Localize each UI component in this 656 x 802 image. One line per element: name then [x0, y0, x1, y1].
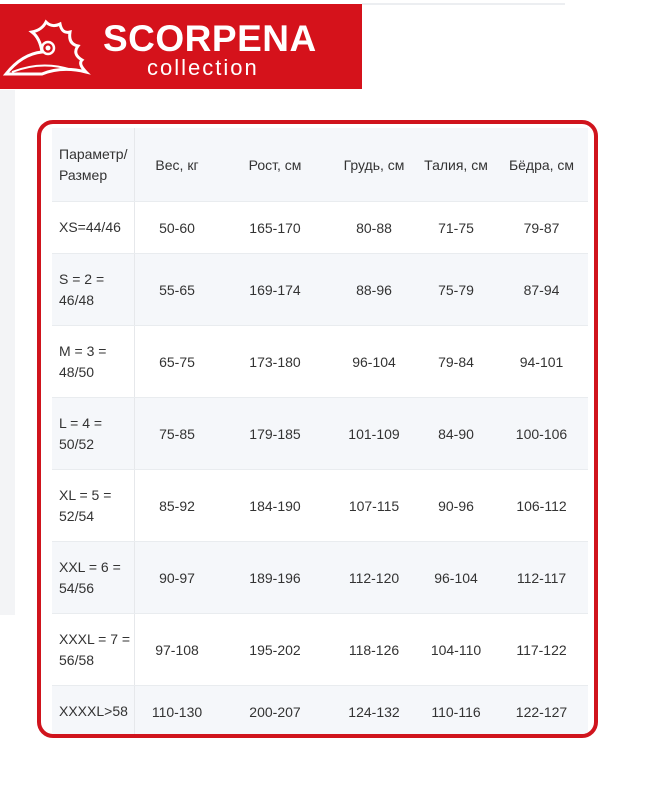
table-cell: M = 3 = 48/50: [52, 326, 135, 397]
table-cell: 101-109: [348, 425, 400, 442]
table-row: S = 2 = 46/48 55-65 169-174 88-96 75-79 87-94: [52, 254, 588, 326]
table-cell: XXXXL>58: [52, 686, 135, 734]
table-row: XXXL = 7 = 56/58 97-108 195-202 118-126 104-…: [52, 614, 588, 686]
table-cell: 87-94: [523, 281, 560, 298]
table-cell: 85-92: [159, 497, 195, 514]
table-cell: L = 4 = 50/52: [52, 398, 135, 469]
table-cell: 200-207: [249, 703, 301, 720]
scorpion-fish-icon: [2, 19, 91, 76]
table-cell: 118-126: [348, 641, 400, 658]
table-cell: 65-75: [159, 353, 195, 370]
table-row: XL = 5 = 52/54 85-92 184-190 107-115 90-96 10…: [52, 470, 588, 542]
table-cell: 107-115: [348, 497, 400, 514]
table-cell: 90-96: [438, 497, 474, 514]
table-header: Параметр/ Размер Вес, кг Рост, см Грудь,…: [52, 128, 588, 202]
table-cell: 96-104: [352, 353, 396, 370]
header-cell: Рост, см: [248, 156, 302, 173]
table-cell: XXXL = 7 = 56/58: [52, 614, 135, 685]
table-cell: 75-79: [438, 281, 474, 298]
table-cell: 75-85: [159, 425, 195, 442]
table-cell: 80-88: [356, 219, 392, 236]
brand-subtitle: collection: [147, 55, 259, 80]
header-cell: Вес, кг: [155, 156, 199, 173]
size-chart-frame: Параметр/ Размер Вес, кг Рост, см Грудь,…: [37, 120, 598, 738]
header-cell: Талия, см: [424, 156, 488, 173]
table-cell: 55-65: [159, 281, 195, 298]
table-cell: 104-110: [430, 641, 482, 658]
table-cell: 97-108: [155, 641, 199, 658]
top-divider: [362, 3, 565, 5]
header-cell: Бёдра, см: [508, 156, 575, 173]
table-cell: 124-132: [348, 703, 400, 720]
table-cell: 112-120: [348, 569, 400, 586]
table-row: XXXXL>58 110-130 200-207 124-132 110-116 122-…: [52, 686, 588, 734]
table-cell: 100-106: [515, 425, 568, 442]
size-table: Параметр/ Размер Вес, кг Рост, см Грудь,…: [52, 128, 588, 734]
table-cell: XS=44/46: [52, 202, 135, 253]
table-cell: 112-117: [516, 569, 567, 586]
table-cell: 195-202: [249, 641, 301, 658]
brand-name: SCORPENA: [103, 18, 317, 59]
table-cell: 50-60: [159, 219, 195, 236]
table-cell: 84-90: [438, 425, 474, 442]
table-cell: XL = 5 = 52/54: [52, 470, 135, 541]
table-row: XXL = 6 = 54/56 90-97 189-196 112-120 96-104…: [52, 542, 588, 614]
table-cell: S = 2 = 46/48: [52, 254, 135, 325]
table-cell: XXL = 6 = 54/56: [52, 542, 135, 613]
table-cell: 90-97: [159, 569, 195, 586]
table-cell: 165-170: [249, 219, 301, 236]
table-cell: 94-101: [519, 353, 564, 370]
header-cell: Параметр/ Размер: [52, 128, 135, 201]
table-cell: 110-130: [151, 703, 203, 720]
table-cell: 71-75: [438, 219, 474, 236]
table-row: M = 3 = 48/50 65-75 173-180 96-104 79-84 94-1…: [52, 326, 588, 398]
table-cell: 179-185: [249, 425, 301, 442]
table-cell: 117-122: [516, 641, 567, 658]
table-cell: 169-174: [249, 281, 301, 298]
table-cell: 110-116: [431, 703, 481, 720]
table-cell: 96-104: [434, 569, 478, 586]
table-cell: 122-127: [515, 703, 568, 720]
table-row: XS=44/46 50-60 165-170 80-88 71-75 79-87: [52, 202, 588, 254]
table-row: L = 4 = 50/52 75-85 179-185 101-109 84-90 100…: [52, 398, 588, 470]
table-cell: 189-196: [249, 569, 301, 586]
scorpena-logo: SCORPENA collection: [0, 4, 362, 89]
table-cell: 88-96: [356, 281, 392, 298]
header-cell: Грудь, см: [343, 156, 405, 173]
table-cell: 79-84: [438, 353, 474, 370]
left-strip: [0, 90, 15, 615]
table-cell: 173-180: [249, 353, 301, 370]
table-cell: 79-87: [523, 219, 560, 236]
table-cell: 106-112: [516, 497, 567, 514]
table-cell: 184-190: [249, 497, 301, 514]
